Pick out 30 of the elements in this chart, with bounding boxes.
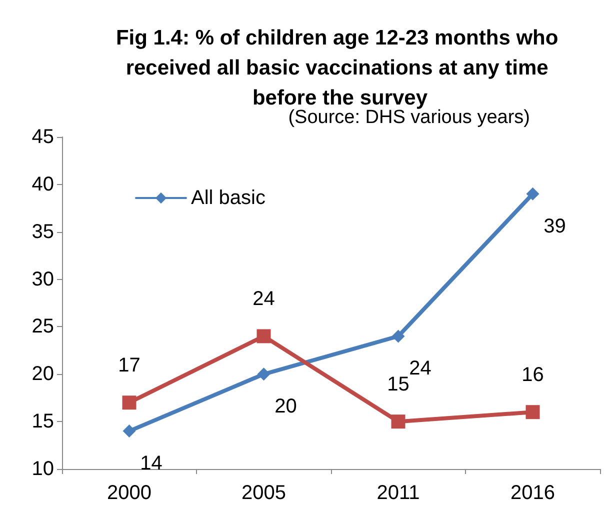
y-tick-label: 15 — [32, 410, 54, 433]
point — [256, 329, 271, 344]
data-label: 14 — [140, 452, 162, 475]
point — [392, 330, 405, 343]
point — [391, 414, 406, 429]
x-tick-label: 2005 — [242, 482, 286, 504]
data-label: 24 — [252, 288, 275, 310]
point — [122, 396, 136, 410]
data-label: 24 — [409, 358, 432, 380]
y-tick-label: 35 — [32, 220, 54, 243]
x-tick-label: 2016 — [510, 482, 555, 504]
y-tick-label: 30 — [32, 268, 54, 290]
data-label: 15 — [387, 374, 410, 396]
x-tick-label: 2000 — [107, 482, 152, 504]
data-label: 16 — [522, 364, 544, 386]
point — [526, 187, 540, 200]
x-tick-label: 2011 — [376, 482, 420, 504]
chart-title: Fig 1.4: % of children age 12-23 months who received all basic vaccinations at any time before the survey — [116, 26, 564, 110]
point — [122, 424, 136, 438]
y-tick-label: 40 — [32, 173, 54, 196]
y-tick-label: 25 — [32, 316, 54, 338]
y-tick-label: 10 — [32, 458, 54, 480]
y-tick-label: 20 — [32, 363, 54, 386]
legend-label: All basic — [191, 187, 266, 209]
data-label: 20 — [274, 396, 297, 418]
point — [257, 368, 270, 381]
data-label: 39 — [544, 215, 566, 238]
data-label: 17 — [118, 354, 140, 377]
y-tick-label: 45 — [32, 126, 54, 148]
point — [526, 405, 540, 420]
